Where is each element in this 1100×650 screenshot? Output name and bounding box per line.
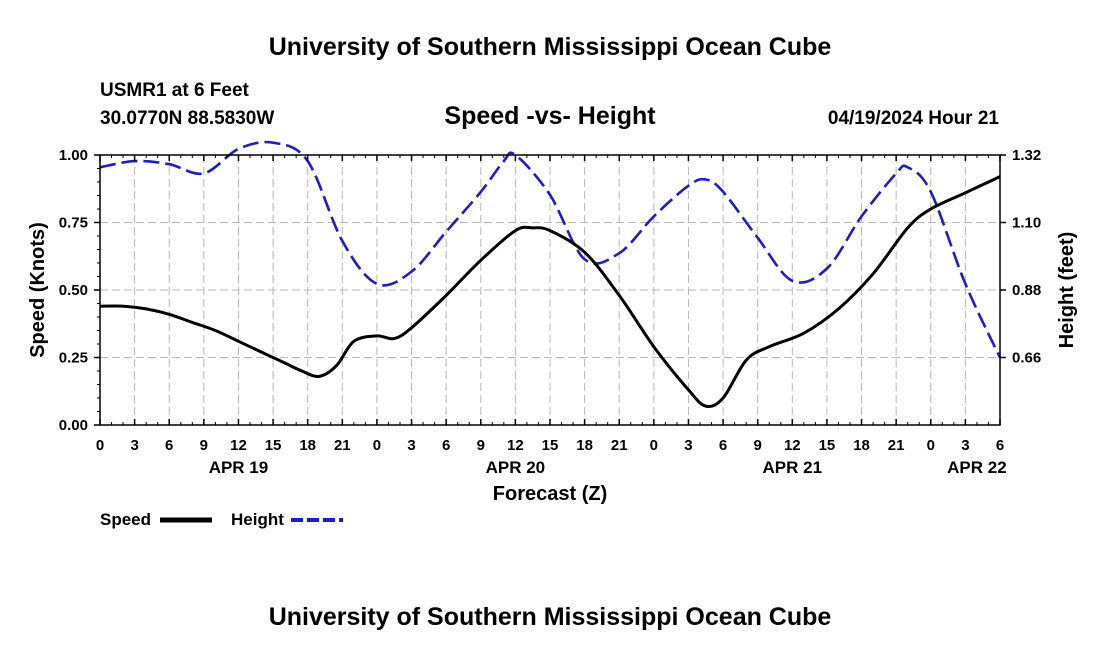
x-tick-label: 21: [888, 437, 905, 454]
series-line-speed: [99, 175, 1001, 408]
forecast-datetime: 04/19/2024 Hour 21: [828, 108, 1000, 129]
x-tick-label: 9: [477, 437, 485, 454]
page-title: University of Southern Mississippi Ocean…: [269, 33, 832, 61]
x-tick-label: 18: [299, 437, 316, 454]
axes: 0 3 6 9 12 15 18 21 0 3 6 9 12 15 18 21 0 3 6 9 12 15 18 21 0 3 6 A…: [59, 147, 1041, 477]
x-tick-label: 3: [407, 437, 415, 454]
x-tick-label: 9: [754, 437, 762, 454]
x-tick-label: 15: [542, 437, 559, 454]
y2-tick-label: 0.66: [1012, 350, 1041, 367]
y-axis-label: Speed (Knots): [27, 222, 49, 358]
x-axis-label: Forecast (Z): [493, 483, 607, 505]
x-tick-label: 15: [819, 437, 836, 454]
x-tick-label: 12: [784, 437, 801, 454]
x-tick-label: 6: [165, 437, 173, 454]
x-tick-label: 12: [230, 437, 247, 454]
y2-tick-label: 1.10: [1012, 215, 1041, 232]
date-label: APR 20: [486, 458, 546, 477]
x-tick-label: 18: [576, 437, 593, 454]
x-tick-label: 0: [96, 437, 104, 454]
x-tick-label: 15: [265, 437, 282, 454]
date-label: APR 21: [763, 458, 823, 477]
station-label: USMR1 at 6 Feet: [100, 80, 250, 101]
y-tick-label: 1.00: [59, 147, 88, 164]
x-tick-label: 0: [373, 437, 381, 454]
x-tick-label: 6: [996, 437, 1004, 454]
y2-axis-label: Height (feet): [1056, 232, 1078, 349]
x-tick-label: 12: [507, 437, 524, 454]
station-coords: 30.0770N 88.5830W: [100, 108, 274, 129]
y2-tick-label: 1.32: [1012, 147, 1041, 164]
legend-height-label: Height: [231, 510, 284, 529]
grid: [100, 154, 1000, 425]
x-tick-label: 6: [442, 437, 450, 454]
y2-tick-label: 0.88: [1012, 282, 1041, 299]
y-tick-label: 0.25: [59, 350, 88, 367]
x-tick-label: 6: [719, 437, 727, 454]
date-label: APR 22: [947, 458, 1007, 477]
x-tick-label: 18: [853, 437, 870, 454]
series-layer: [99, 140, 1002, 408]
x-tick-label: 21: [334, 437, 351, 454]
x-tick-label: 3: [684, 437, 692, 454]
y-tick-label: 0.75: [59, 215, 88, 232]
x-tick-label: 21: [611, 437, 628, 454]
y-tick-label: 0.50: [59, 282, 88, 299]
date-label: APR 19: [209, 458, 269, 477]
series-line-height: [99, 140, 1002, 359]
x-tick-label: 9: [200, 437, 208, 454]
x-tick-label: 0: [650, 437, 658, 454]
x-tick-label: 3: [961, 437, 969, 454]
x-tick-label: 3: [130, 437, 138, 454]
chart-subtitle: Speed -vs- Height: [444, 102, 656, 130]
x-tick-label: 0: [927, 437, 935, 454]
footer-title: University of Southern Mississippi Ocean…: [269, 603, 832, 631]
y-tick-label: 0.00: [59, 417, 88, 434]
legend: Speed Height: [100, 510, 343, 529]
legend-speed-label: Speed: [100, 510, 151, 529]
